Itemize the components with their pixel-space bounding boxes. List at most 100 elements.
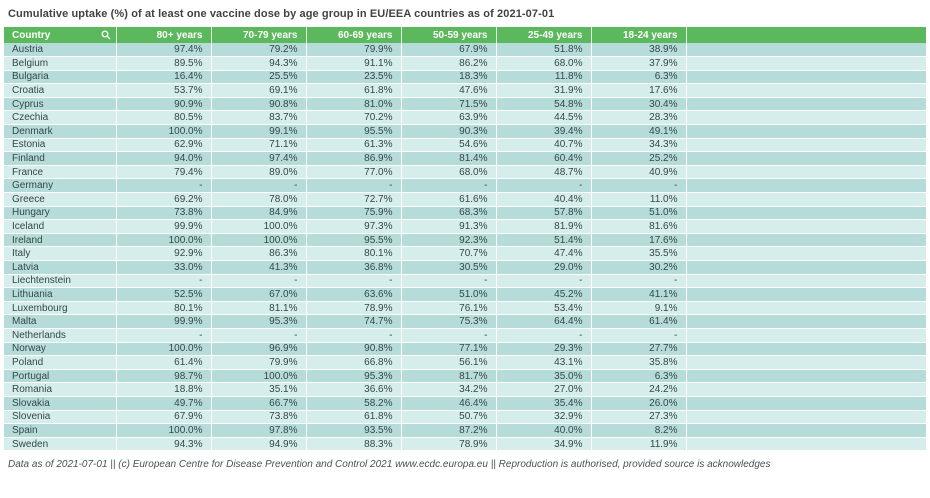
table-body: Austria 97.4% 79.2% 79.9% 67.9% 51.8% 38.9% Bel… xyxy=(4,43,926,452)
value-cell: 24.2% xyxy=(591,382,687,397)
table-row: Norway 100.0% 96.9% 90.8% 77.1% 29.3% 27.7% xyxy=(4,342,926,357)
row-filler xyxy=(686,396,926,411)
value-cell: 27.3% xyxy=(591,410,687,425)
country-cell: Luxembourg xyxy=(4,301,117,316)
value-cell: 37.9% xyxy=(591,56,687,71)
column-header-60-69[interactable]: 60-69 years xyxy=(306,27,402,43)
value-cell: 79.9% xyxy=(306,43,402,58)
value-cell: 49.7% xyxy=(116,396,212,411)
row-filler xyxy=(686,369,926,384)
value-cell: 28.3% xyxy=(591,110,687,126)
value-cell: 63.6% xyxy=(306,287,402,302)
value-cell: - xyxy=(211,274,307,289)
value-cell: 18.3% xyxy=(401,70,497,85)
row-filler xyxy=(686,192,926,207)
value-cell: 6.3% xyxy=(591,369,687,384)
country-cell: Germany xyxy=(4,178,117,194)
table-row: Iceland 99.9% 100.0% 97.3% 91.3% 81.9% 81.6% xyxy=(4,219,926,234)
value-cell: 30.5% xyxy=(401,260,497,275)
row-filler xyxy=(686,274,926,289)
country-cell: Hungary xyxy=(4,206,117,221)
country-cell: Belgium xyxy=(4,56,117,71)
value-cell: 6.3% xyxy=(591,70,687,85)
value-cell: 95.3% xyxy=(211,314,307,329)
value-cell: - xyxy=(591,178,687,194)
value-cell: - xyxy=(306,328,402,343)
value-cell: 97.3% xyxy=(306,219,402,234)
value-cell: 90.8% xyxy=(306,342,402,357)
column-header-country[interactable]: Country xyxy=(4,27,117,43)
value-cell: 36.8% xyxy=(306,260,402,275)
row-filler xyxy=(686,43,926,58)
value-cell: 68.0% xyxy=(496,56,592,71)
country-cell: Portugal xyxy=(4,369,117,384)
value-cell: 11.9% xyxy=(591,437,687,452)
page-title: Cumulative uptake (%) of at least one va… xyxy=(8,8,555,20)
row-filler xyxy=(686,437,926,452)
value-cell: 80.1% xyxy=(306,246,402,261)
value-cell: 61.6% xyxy=(401,192,497,207)
value-cell: 35.1% xyxy=(211,382,307,397)
value-cell: 81.7% xyxy=(401,369,497,384)
value-cell: 17.6% xyxy=(591,233,687,248)
table-row: Romania 18.8% 35.1% 36.6% 34.2% 27.0% 24.2% xyxy=(4,382,926,397)
value-cell: 27.0% xyxy=(496,382,592,397)
country-cell: Netherlands xyxy=(4,328,117,343)
column-header-80plus[interactable]: 80+ years xyxy=(116,27,212,43)
value-cell: 81.0% xyxy=(306,97,402,112)
uptake-table: Country 80+ years 70-79 years 60-69 year… xyxy=(4,27,926,452)
value-cell: 51.0% xyxy=(591,206,687,221)
column-header-label: Country xyxy=(12,29,51,41)
value-cell: 100.0% xyxy=(116,233,212,248)
value-cell: 100.0% xyxy=(116,342,212,357)
value-cell: 35.8% xyxy=(591,355,687,370)
value-cell: - xyxy=(591,328,687,343)
country-cell: Lithuania xyxy=(4,287,117,302)
value-cell: 11.0% xyxy=(591,192,687,207)
value-cell: - xyxy=(116,274,212,289)
country-cell: Poland xyxy=(4,355,117,370)
value-cell: 29.3% xyxy=(496,342,592,357)
value-cell: 69.1% xyxy=(211,83,307,98)
value-cell: 100.0% xyxy=(211,369,307,384)
column-header-50-59[interactable]: 50-59 years xyxy=(401,27,497,43)
value-cell: 76.1% xyxy=(401,301,497,316)
value-cell: 68.3% xyxy=(401,206,497,221)
value-cell: 94.3% xyxy=(116,437,212,452)
table-row: Austria 97.4% 79.2% 79.9% 67.9% 51.8% 38.9% xyxy=(4,43,926,58)
country-cell: Cyprus xyxy=(4,97,117,112)
value-cell: 46.4% xyxy=(401,396,497,411)
value-cell: - xyxy=(401,328,497,343)
row-filler xyxy=(686,56,926,71)
value-cell: 94.0% xyxy=(116,151,212,166)
value-cell: 92.9% xyxy=(116,246,212,261)
value-cell: 67.0% xyxy=(211,287,307,302)
value-cell: 90.3% xyxy=(401,124,497,139)
country-cell: Ireland xyxy=(4,233,117,248)
column-header-70-79[interactable]: 70-79 years xyxy=(211,27,307,43)
column-header-25-49[interactable]: 25-49 years xyxy=(496,27,592,43)
value-cell: 71.5% xyxy=(401,97,497,112)
value-cell: 67.9% xyxy=(116,410,212,425)
table-row: Poland 61.4% 79.9% 66.8% 56.1% 43.1% 35.8% xyxy=(4,355,926,370)
value-cell: 62.9% xyxy=(116,138,212,153)
country-cell: Croatia xyxy=(4,83,117,98)
value-cell: 81.1% xyxy=(211,301,307,316)
value-cell: 83.7% xyxy=(211,110,307,126)
column-header-18-24[interactable]: 18-24 years xyxy=(591,27,687,43)
value-cell: 64.4% xyxy=(496,314,592,329)
row-filler xyxy=(686,70,926,85)
value-cell: 8.2% xyxy=(591,423,687,438)
value-cell: 40.9% xyxy=(591,165,687,180)
value-cell: 61.8% xyxy=(306,410,402,425)
row-filler xyxy=(686,83,926,98)
value-cell: 54.8% xyxy=(496,97,592,112)
value-cell: 53.4% xyxy=(496,301,592,316)
search-icon[interactable] xyxy=(101,30,111,40)
value-cell: 47.6% xyxy=(401,83,497,98)
table-row: Liechtenstein - - - - - - xyxy=(4,274,926,289)
value-cell: 97.4% xyxy=(116,43,212,58)
value-cell: 35.0% xyxy=(496,369,592,384)
value-cell: 61.3% xyxy=(306,138,402,153)
value-cell: 57.8% xyxy=(496,206,592,221)
